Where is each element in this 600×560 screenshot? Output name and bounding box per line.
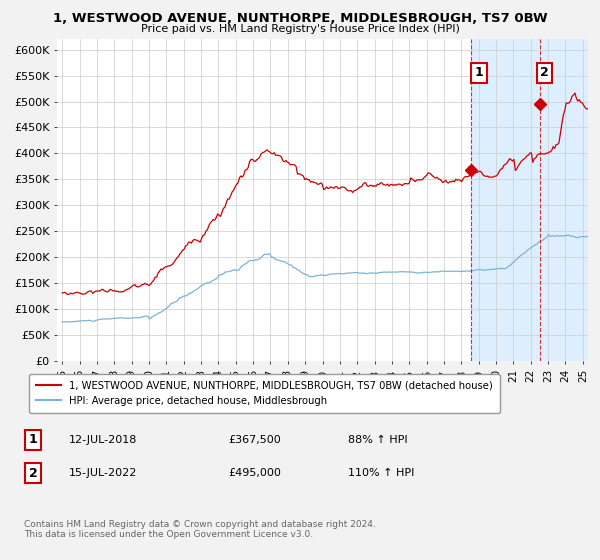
Text: 1, WESTWOOD AVENUE, NUNTHORPE, MIDDLESBROUGH, TS7 0BW: 1, WESTWOOD AVENUE, NUNTHORPE, MIDDLESBR… (53, 12, 547, 25)
Text: 2: 2 (29, 466, 37, 480)
Text: 1: 1 (475, 67, 483, 80)
Legend: 1, WESTWOOD AVENUE, NUNTHORPE, MIDDLESBROUGH, TS7 0BW (detached house), HPI: Ave: 1, WESTWOOD AVENUE, NUNTHORPE, MIDDLESBR… (29, 374, 500, 413)
Text: 1: 1 (29, 433, 37, 446)
Text: 110% ↑ HPI: 110% ↑ HPI (348, 468, 415, 478)
Text: 2: 2 (540, 67, 549, 80)
Text: Price paid vs. HM Land Registry's House Price Index (HPI): Price paid vs. HM Land Registry's House … (140, 24, 460, 34)
Text: 15-JUL-2022: 15-JUL-2022 (69, 468, 137, 478)
Text: £495,000: £495,000 (228, 468, 281, 478)
Text: 12-JUL-2018: 12-JUL-2018 (69, 435, 137, 445)
Text: £367,500: £367,500 (228, 435, 281, 445)
Text: 88% ↑ HPI: 88% ↑ HPI (348, 435, 407, 445)
Bar (470, 39, 588, 361)
Text: Contains HM Land Registry data © Crown copyright and database right 2024.
This d: Contains HM Land Registry data © Crown c… (24, 520, 376, 539)
